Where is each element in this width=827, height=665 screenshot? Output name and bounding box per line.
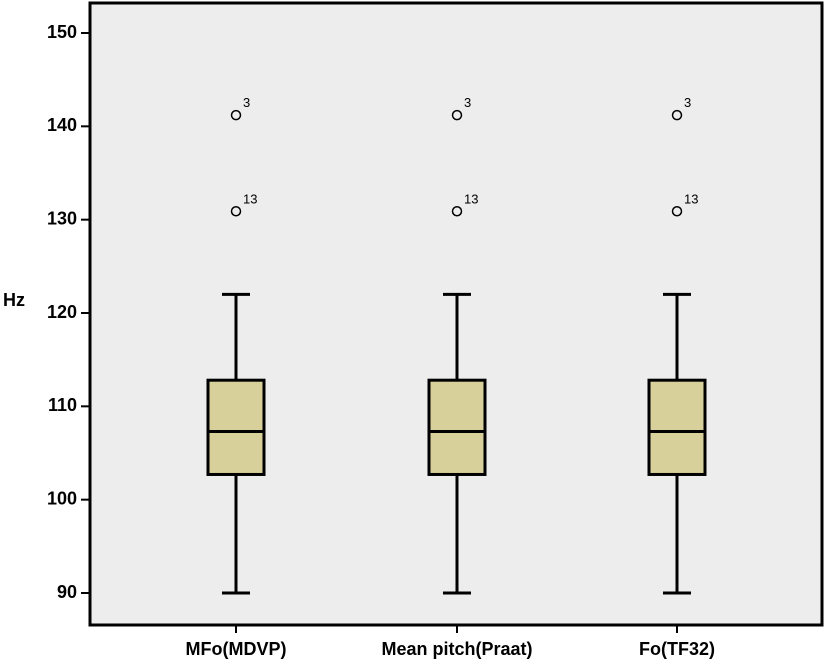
y-tick-label-140: 140 (47, 115, 77, 135)
iqr-box (647, 378, 707, 476)
outlier-point-3 (451, 109, 463, 121)
y-axis: 90 100 110 120 130 140 150 (47, 22, 90, 602)
outlier-label-3: 3 (684, 95, 691, 110)
category-label-3: Fo(TF32) (639, 639, 715, 659)
iqr-box (206, 378, 266, 476)
outlier-label-3: 3 (464, 95, 471, 110)
y-axis-title: Hz (3, 290, 25, 310)
outlier-point-3 (230, 109, 242, 121)
box-2: 3 13 (427, 95, 487, 595)
y-tick-label-100: 100 (47, 488, 77, 508)
boxes-group: 3 13 3 13 3 13 (206, 95, 707, 595)
outlier-label-3: 3 (243, 95, 250, 110)
box-1: 3 13 (206, 95, 266, 595)
box-3: 3 13 (647, 95, 707, 595)
y-tick-label-110: 110 (48, 395, 77, 415)
outlier-point-13 (230, 206, 242, 217)
y-tick-label-130: 130 (47, 208, 77, 228)
iqr-box (427, 378, 487, 476)
category-label-1: MFo(MDVP) (186, 639, 287, 659)
outlier-point-13 (671, 206, 683, 217)
category-label-2: Mean pitch(Praat) (381, 639, 532, 659)
outlier-label-13: 13 (684, 191, 698, 206)
y-tick-label-120: 120 (47, 302, 77, 322)
y-tick-label-150: 150 (47, 22, 77, 42)
outlier-label-13: 13 (243, 191, 257, 206)
outlier-point-3 (671, 109, 683, 121)
x-axis: MFo(MDVP) Mean pitch(Praat) Fo(TF32) (186, 625, 715, 659)
outlier-point-13 (451, 206, 463, 217)
y-tick-label-90: 90 (57, 582, 77, 602)
outlier-label-13: 13 (464, 191, 478, 206)
